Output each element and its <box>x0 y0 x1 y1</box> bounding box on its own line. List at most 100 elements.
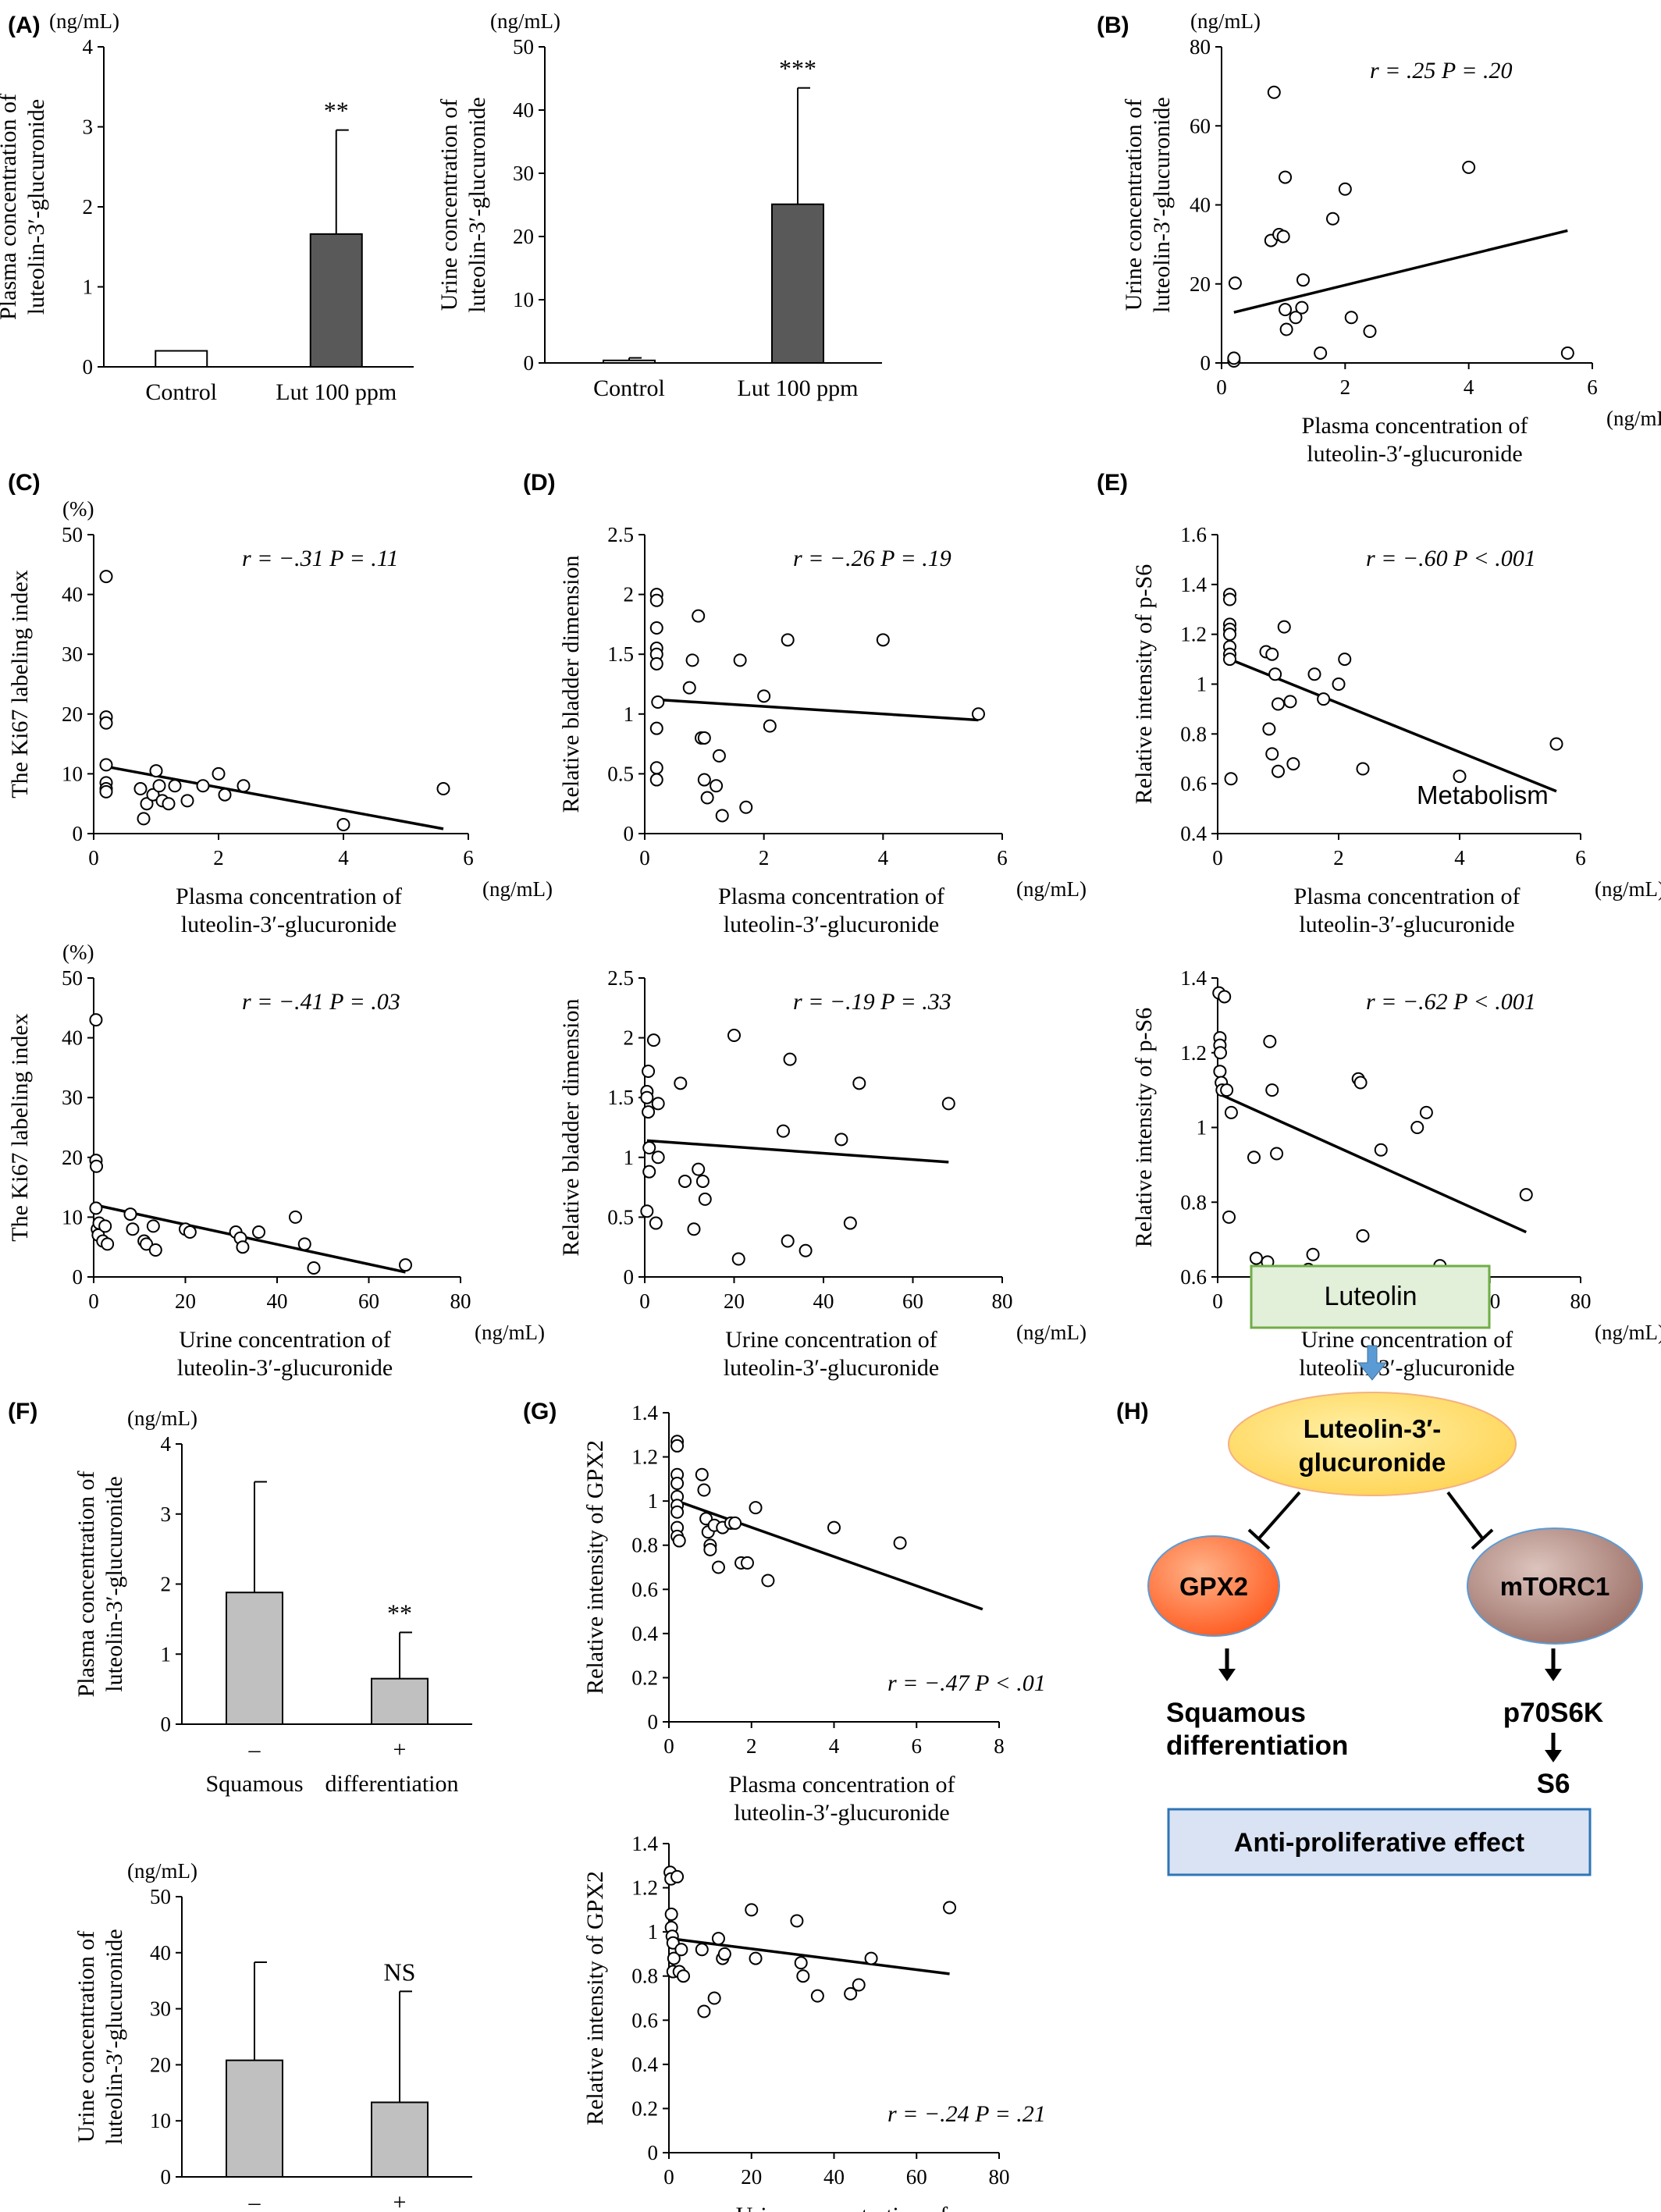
data-point <box>864 1951 878 1965</box>
data-point <box>844 1986 858 2000</box>
x-caption: Squamous <box>205 1771 303 1797</box>
x-tick-label: 6 <box>1575 846 1586 870</box>
y-tick-label: 2 <box>161 1573 172 1596</box>
data-point <box>297 1237 311 1251</box>
y-tick-label: 0.8 <box>1180 722 1207 745</box>
data-point <box>790 1914 804 1928</box>
y-tick-label: 1 <box>624 702 635 726</box>
data-point <box>698 1192 712 1206</box>
x-tick-label: 2 <box>759 846 770 870</box>
unit-label: (ng/mL) <box>127 1859 197 1883</box>
data-point <box>667 1951 681 1965</box>
y-tick-label: 40 <box>1190 194 1211 217</box>
data-point <box>1213 1046 1227 1060</box>
y-tick-label: 30 <box>150 1997 171 2021</box>
y-tick-label: 0.6 <box>631 1577 658 1601</box>
chart-a1: (A) 0 1 2 3 4 Plasma concentration of luteolin-… <box>0 9 414 405</box>
data-point <box>126 1222 140 1236</box>
data-point <box>1317 692 1331 706</box>
data-point <box>1268 667 1282 681</box>
x-tick-label: 0 <box>639 846 650 870</box>
data-point <box>196 779 210 793</box>
stat-label: r = −.47 P < .01 <box>887 1670 1046 1696</box>
data-point <box>99 758 113 772</box>
data-point <box>943 1901 957 1915</box>
y-axis-label: Relative intensity of GPX2 <box>582 1440 608 1695</box>
data-point <box>1453 770 1467 784</box>
data-point <box>1220 1083 1234 1097</box>
y-axis-label: Urine concentration of <box>1121 99 1147 311</box>
data-point <box>133 782 148 796</box>
y-tick-label: 0 <box>161 2165 172 2189</box>
data-point <box>99 784 113 798</box>
y-axis-label: luteolin-3′-glucuronide <box>23 99 49 315</box>
data-point <box>646 1033 660 1047</box>
stat-label: r = −.62 P < .001 <box>1366 989 1536 1015</box>
regression-line <box>1233 229 1568 314</box>
luteolin-label: Luteolin <box>1324 1282 1417 1311</box>
y-tick-label: 0 <box>1200 351 1211 375</box>
data-point <box>642 1165 656 1179</box>
y-tick-label: 0 <box>524 351 535 375</box>
data-point <box>99 716 113 730</box>
x-tick-label: 40 <box>813 1289 834 1313</box>
data-point <box>794 1956 808 1970</box>
x-axis-label: Plasma concentration of <box>176 884 402 909</box>
data-point <box>1263 1034 1277 1048</box>
significance-label: ** <box>387 1599 412 1627</box>
data-point <box>307 1261 321 1275</box>
y-tick-label: 4 <box>83 35 94 59</box>
metabolite-line1: Luteolin-3′- <box>1304 1414 1442 1443</box>
data-point <box>252 1225 265 1239</box>
data-point <box>649 621 663 635</box>
data-point <box>1279 170 1293 184</box>
x-tick-label: 6 <box>463 846 474 870</box>
y-tick-label: 40 <box>150 1941 171 1965</box>
metabolism-arrow-icon <box>1357 1345 1388 1381</box>
x-axis-label: Urine concentration of <box>736 2203 948 2212</box>
data-point <box>1223 628 1236 642</box>
data-point <box>1222 1210 1236 1224</box>
data-point <box>687 1222 701 1236</box>
s6-label: S6 <box>1537 1769 1570 1799</box>
regression-line <box>1218 1092 1527 1234</box>
x-axis-label: luteolin-3′-glucuronide <box>1307 441 1523 467</box>
data-point <box>763 719 777 733</box>
data-point <box>1314 346 1328 360</box>
data-point <box>180 794 194 808</box>
x-tick-label: 0 <box>88 846 99 870</box>
data-point <box>183 1225 197 1239</box>
y-tick-label: 40 <box>62 583 83 606</box>
data-point <box>436 782 450 796</box>
y-tick-label: 0.2 <box>631 1666 658 1689</box>
data-point <box>749 1501 763 1515</box>
inhibit-line-mtorc1 <box>1446 1491 1485 1541</box>
bar <box>226 1591 283 1726</box>
data-point <box>1279 303 1293 317</box>
y-tick-label: 1.2 <box>1180 1041 1207 1065</box>
data-point <box>336 818 350 832</box>
data-point <box>101 1237 115 1251</box>
data-point <box>692 609 706 623</box>
inhibit-bar-mtorc1 <box>1471 1528 1494 1550</box>
data-point <box>757 689 771 703</box>
data-point <box>695 1174 710 1188</box>
data-point <box>651 1150 665 1165</box>
y-tick-label: 1 <box>161 1642 172 1666</box>
inhibit-line-gpx2 <box>1257 1491 1301 1541</box>
x-unit-label: (ng/mL) <box>1595 877 1661 901</box>
x-tick-label: 4 <box>1454 846 1465 870</box>
data-point <box>649 773 663 787</box>
data-point <box>236 1240 250 1254</box>
chart-c2: 0 10 20 30 40 50 The Ki67 labeling index 0 20 40 6… <box>7 941 545 1381</box>
data-point <box>1224 1105 1238 1119</box>
x-axis-label: luteolin-3′-glucuronide <box>734 1800 950 1826</box>
data-point <box>99 570 113 584</box>
y-tick-label: 10 <box>150 2109 171 2132</box>
arrow-down-icon <box>1545 1750 1562 1762</box>
stat-label: r = .25 P = .20 <box>1370 58 1512 84</box>
y-unit-label: (%) <box>62 941 94 964</box>
panel-label: (A) <box>8 12 41 38</box>
